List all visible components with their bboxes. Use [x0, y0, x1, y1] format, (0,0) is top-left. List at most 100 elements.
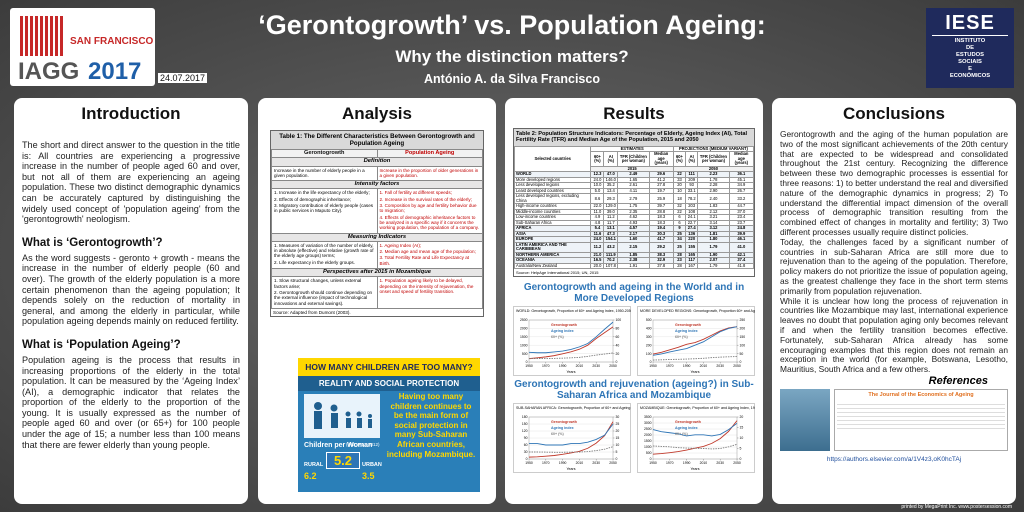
series-label: 60+ (%)	[551, 432, 564, 436]
table-2: Table 2: Population Structure Indicators…	[513, 128, 755, 278]
cell: 2.40	[697, 193, 730, 205]
section-row: Intensity factors	[271, 180, 483, 190]
y-tick-label: 200	[646, 344, 652, 348]
family-icon	[314, 402, 372, 429]
y2-tick-label: 5	[616, 451, 618, 455]
chart-frame	[513, 306, 631, 377]
row-label: OCEANIA	[513, 257, 592, 264]
logo-lines: INSTITUTO DE ESTUDOS SOCIAIS E ECONÓMICOS	[926, 38, 1014, 80]
cell: 16.5	[590, 257, 605, 264]
column-header: TFR (Children per woman)	[697, 151, 730, 167]
section-heading: Perspectives after 2015 in Mozambique	[271, 268, 483, 278]
cell: 1.91	[617, 262, 650, 270]
content-row: Increase in the number of elderly people…	[271, 165, 483, 182]
x-tick-label: 2010	[700, 364, 708, 368]
cell: 1. Increase in the life expectancy of th…	[271, 188, 378, 234]
y-tick-label: 120	[522, 430, 528, 434]
chart-title: SUB-SAHARAN AFRICA: Gerontogrowth, Propo…	[516, 406, 631, 410]
table-header-row: Selected countries ESTIMATES PROJECTIONS (…	[513, 145, 755, 173]
logo-right: IESE INSTITUTO DE ESTUDOS SOCIAIS E ECONÓMICO…	[926, 8, 1014, 88]
y2-tick-label: 0	[740, 361, 742, 365]
table-row: AFRICA 5.4 13.1 4.57 19.4 9 27.4 3.12 24.8	[513, 225, 755, 232]
y-tick-label: 0	[650, 361, 652, 365]
logo-left: SAN FRANCISCO IAGG 2017	[10, 8, 155, 86]
y2-tick-label: 20	[740, 416, 744, 420]
references-heading: References	[928, 374, 988, 387]
series-line	[528, 322, 614, 354]
content-row: 1. Slow structural changes, unless exter…	[271, 276, 483, 309]
table-title: Table 1: The Different Characteristics B…	[271, 131, 483, 149]
cell: 107.8	[603, 262, 619, 270]
chart-row: SUB-SAHARAN AFRICA: Gerontogrowth, Propo…	[513, 403, 755, 474]
series-line	[652, 326, 738, 357]
cell: 1.79	[697, 262, 730, 270]
x-tick-label: 2010	[576, 364, 584, 368]
info-urban: URBAN	[362, 462, 382, 468]
cell-item: 2. Median age and mean age of the popula…	[379, 249, 476, 255]
chart-frame	[637, 403, 755, 474]
chart: WORLD: Gerontogrowth, Proportion of 60+ …	[513, 306, 631, 377]
logo-name: IAGG	[18, 58, 80, 85]
chart-row: WORLD: Gerontogrowth, Proportion of 60+ …	[513, 306, 755, 377]
series-label: 60+ (%)	[551, 335, 564, 339]
y2-tick-label: 20	[616, 352, 620, 356]
x-tick-label: 1970	[542, 461, 550, 465]
subtitle: Why the distinction matters?	[395, 47, 629, 66]
series-label: Ageing index	[551, 329, 574, 333]
cell-item: 3. Composition by age and fertility beha…	[379, 203, 477, 214]
cell: 1. Slow structural changes, unless exter…	[271, 276, 378, 309]
content-row: 1. Measures of variation of the number o…	[271, 240, 483, 270]
y2-tick-label: 0	[740, 458, 742, 462]
plot-frame	[652, 417, 738, 460]
table-row: High-income countries 22.0 129.0 1.75 39.7 32…	[513, 203, 755, 210]
series-line	[529, 446, 614, 454]
table-row: OCEANIA 16.5 70.2 2.38 32.9 23 117 2.07 37.4	[513, 257, 755, 264]
x-tick-label: 1970	[542, 364, 550, 368]
table-source: Source: Adapted from Dumont (2003).	[273, 309, 351, 315]
paragraph: As the word suggests - geronto + growth …	[22, 252, 240, 327]
paragraph: Gerontogrowth and the aging of the human…	[780, 129, 1008, 237]
cell: 78.2	[685, 193, 699, 205]
x-tick-label: 2050	[733, 364, 741, 368]
cell: 18	[672, 193, 687, 205]
x-tick-label: 1990	[559, 364, 567, 368]
cell: 23	[672, 257, 687, 264]
cell: 1. Measures of variation of the number o…	[271, 240, 378, 270]
references: The Journal of the Economics of Ageing	[780, 388, 1008, 451]
paragraph: While it is unclear how long the process…	[780, 295, 1008, 375]
series-label: Ageing index	[675, 426, 698, 430]
series-label: Ageing index	[675, 329, 698, 333]
y-tick-label: 1500	[644, 440, 652, 444]
info-subtitle: REALITY AND SOCIAL PROTECTION	[298, 376, 480, 391]
logo-line: E	[968, 66, 972, 72]
cell: 33.2	[728, 193, 755, 205]
logo-line: ECONÓMICOS	[949, 73, 991, 79]
title: ‘Gerontogrowth’ vs. Population Ageing:	[258, 10, 766, 40]
section-heading: Measuring Indicators	[271, 232, 483, 242]
section-row: Definition	[271, 157, 483, 167]
table-title: Table 2: Population Structure Indicators…	[514, 129, 754, 146]
y2-tick-label: 25	[616, 423, 620, 427]
y-tick-label: 0	[650, 458, 652, 462]
y-tick-label: 3000	[644, 422, 652, 426]
cell: 37.4	[728, 257, 755, 264]
section-heading: Gerontogrowth and ageing in the World an…	[523, 282, 745, 305]
paragraph: Today, the challenges faced by a signifi…	[780, 236, 1008, 296]
y2-tick-label: 5	[740, 447, 742, 451]
table-source: Source: HelpAge International 2015; UN, …	[516, 270, 599, 276]
reference-article: The Journal of the Economics of Ageing	[834, 388, 1008, 451]
cell: 20.0	[590, 262, 605, 270]
y-tick-label: 500	[646, 452, 652, 456]
y-tick-label: 2500	[520, 319, 528, 323]
x-tick-label: 1990	[683, 364, 691, 368]
table: Selected countries ESTIMATES PROJECTIONS (…	[513, 145, 755, 270]
cell: 29.3	[603, 193, 619, 205]
column-header: Gerontogrowth	[271, 148, 378, 159]
y-tick-label: 180	[522, 416, 528, 420]
y-tick-label: 500	[522, 352, 528, 356]
cell: 8.6	[590, 193, 605, 205]
plot-frame	[528, 320, 614, 363]
conclusions-panel: Conclusions Gerontogrowth and the aging …	[772, 98, 1016, 504]
cell: 11.2	[590, 241, 605, 253]
chart: MORE DEVELOPED REGIONS: Gerontogrowth, P…	[637, 306, 755, 377]
